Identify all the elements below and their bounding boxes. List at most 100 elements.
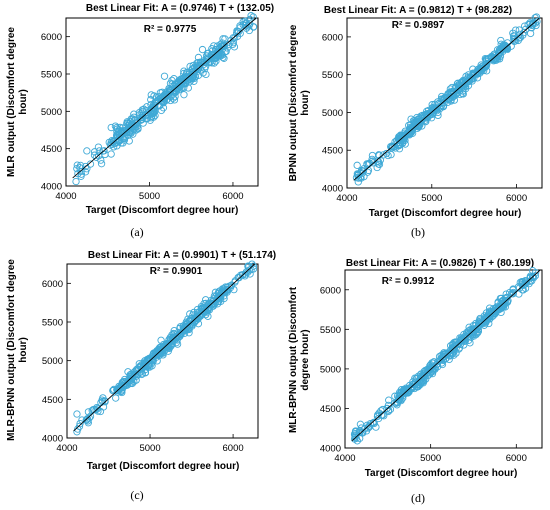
- data-point: [411, 374, 419, 382]
- data-point: [388, 144, 396, 152]
- fit-title-c: Best Linear Fit: A = (0.9901) T + (51.17…: [88, 250, 276, 261]
- data-point: [198, 310, 207, 318]
- data-point: [176, 330, 184, 338]
- data-point: [127, 122, 135, 130]
- data-point: [429, 108, 438, 116]
- data-point: [81, 168, 90, 176]
- data-point: [489, 55, 498, 64]
- data-point: [352, 434, 360, 443]
- data-point: [230, 43, 239, 51]
- data-point: [126, 371, 134, 379]
- data-point: [219, 41, 227, 49]
- fit-line-d: [351, 269, 541, 442]
- data-point: [129, 130, 137, 138]
- data-point: [193, 61, 201, 69]
- data-point: [236, 23, 244, 32]
- data-point: [92, 406, 100, 414]
- y-tick-label: 5500: [322, 70, 343, 81]
- panel-a: Best Linear Fit: A = (0.9746) T + (132.0…: [6, 3, 274, 239]
- data-point: [245, 266, 254, 274]
- data-point: [196, 312, 204, 320]
- data-point: [107, 123, 115, 132]
- y-ticks-c: 4000 4500 5000 5500 6000: [42, 279, 71, 445]
- scatter-points-d: [350, 267, 540, 445]
- data-point: [396, 392, 404, 400]
- data-point: [374, 414, 383, 423]
- data-point: [193, 64, 202, 72]
- data-point: [506, 288, 514, 297]
- y-tick-label: 4500: [320, 404, 341, 415]
- data-point: [497, 40, 505, 48]
- data-point: [473, 74, 482, 82]
- data-point: [194, 65, 202, 73]
- y-tick-label: 5500: [42, 318, 63, 329]
- panel-b: Best Linear Fit: A = (0.9812) T + (98.28…: [288, 5, 543, 239]
- data-point: [112, 394, 120, 402]
- data-point: [435, 103, 444, 111]
- fit-title-b: Best Linear Fit: A = (0.9812) T + (98.28…: [324, 5, 512, 16]
- data-point: [457, 78, 466, 86]
- y-tick-label: 4500: [42, 395, 63, 406]
- data-point: [495, 304, 503, 312]
- x-axis-label-b: Target (Discomfort degree hour): [369, 208, 522, 219]
- y-axis-label-c-line1: MLR-BPNN output (Discomfort degree: [6, 259, 17, 441]
- y-tick-label: 4000: [41, 182, 62, 193]
- data-point: [126, 117, 135, 126]
- data-point: [483, 314, 492, 322]
- data-point: [385, 396, 393, 404]
- data-point: [384, 151, 392, 160]
- data-point: [439, 356, 448, 364]
- data-point: [369, 159, 377, 167]
- data-point: [77, 172, 85, 180]
- data-point: [81, 162, 90, 171]
- data-point: [395, 141, 404, 149]
- data-point: [529, 267, 537, 275]
- data-point: [127, 129, 135, 137]
- data-point: [117, 139, 125, 147]
- data-point: [526, 29, 535, 38]
- data-point: [229, 40, 237, 49]
- data-point: [225, 282, 233, 290]
- data-point: [403, 388, 411, 397]
- fit-title-d: Best Linear Fit: A = (0.9826) T + (80.19…: [346, 258, 534, 269]
- data-point: [370, 418, 378, 427]
- data-point: [417, 378, 425, 386]
- data-point: [214, 48, 222, 56]
- fit-line-c: [73, 263, 256, 432]
- panel-d: Best Linear Fit: A = (0.9826) T + (80.19…: [288, 258, 543, 505]
- data-point: [492, 53, 500, 62]
- data-point: [127, 370, 135, 378]
- data-point: [192, 314, 200, 322]
- data-point: [188, 322, 196, 330]
- data-point: [387, 150, 395, 159]
- scatter-points-c: [73, 260, 258, 436]
- data-point: [414, 119, 422, 127]
- y-axis-label-a-line1: MLR output (Discomfort degree: [6, 27, 17, 177]
- data-point: [206, 58, 214, 66]
- data-point: [233, 32, 242, 41]
- data-point: [75, 422, 84, 431]
- data-point: [459, 90, 467, 98]
- data-point: [201, 58, 209, 66]
- r-squared-b: R² = 0.9897: [392, 20, 445, 31]
- data-point: [83, 147, 91, 155]
- y-tick-label: 5000: [320, 364, 341, 375]
- data-point: [239, 18, 247, 26]
- data-point: [374, 160, 383, 168]
- data-point: [231, 278, 239, 286]
- data-point: [474, 67, 483, 75]
- data-point: [460, 330, 468, 339]
- data-point: [97, 156, 105, 164]
- y-axis-label-d-line2: degree hour): [300, 329, 311, 390]
- data-point: [161, 95, 169, 103]
- data-point: [182, 318, 190, 326]
- x-tick-label: 6000: [506, 453, 527, 464]
- fit-line-b: [353, 17, 540, 181]
- data-point: [465, 323, 473, 331]
- x-tick-label: 4000: [336, 193, 357, 204]
- data-point: [109, 386, 117, 395]
- data-point: [363, 161, 371, 169]
- data-point: [128, 379, 137, 388]
- data-point: [160, 72, 169, 80]
- data-point: [82, 416, 90, 424]
